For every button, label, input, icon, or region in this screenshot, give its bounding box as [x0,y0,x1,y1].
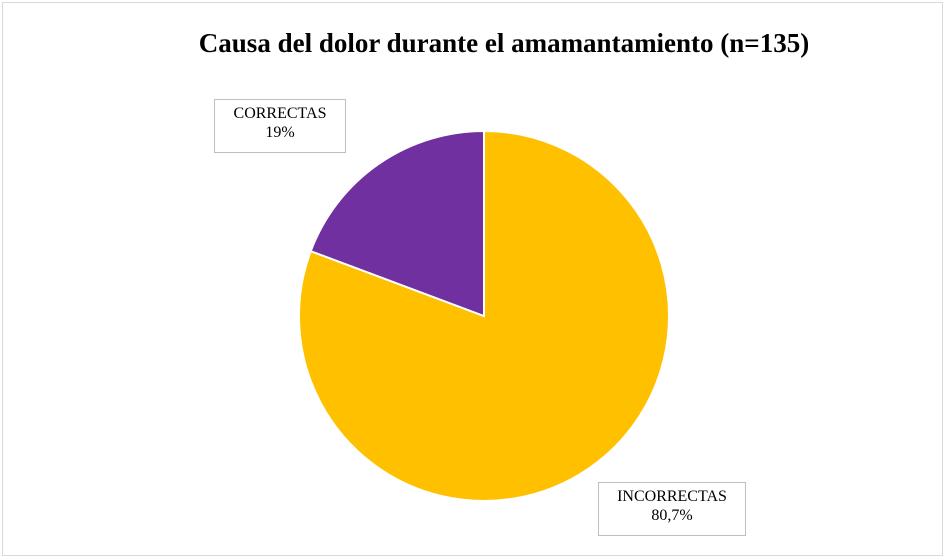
data-label-correctas: CORRECTAS 19% [214,99,346,153]
pie-slice-incorrectas [298,129,670,502]
pie-slice-correctas [309,129,485,318]
label-value-incorrectas: 80,7% [651,507,693,524]
chart-title: Causa del dolor durante el amamantamient… [198,28,810,58]
label-name-incorrectas: INCORRECTAS [617,488,727,505]
data-label-incorrectas: INCORRECTAS 80,7% [598,482,746,536]
label-value-correctas: 19% [265,124,295,141]
label-name-correctas: CORRECTAS [233,105,327,122]
